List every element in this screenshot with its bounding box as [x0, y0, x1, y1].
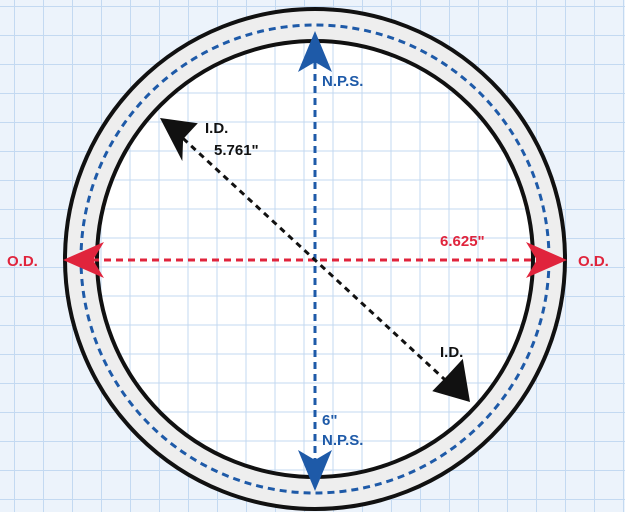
od-left-arrowhead — [63, 242, 104, 278]
id-top-arrowhead — [160, 118, 198, 162]
nps-top-label: N.P.S. — [322, 73, 363, 90]
od-right-arrowhead — [526, 242, 567, 278]
nps-bottom-label: N.P.S. — [322, 432, 363, 449]
nps-bottom-arrowhead — [298, 450, 332, 491]
id-value-label: 5.761" — [214, 142, 259, 159]
od-right-label: O.D. — [578, 253, 609, 270]
id-dimension-line — [173, 129, 457, 391]
nps-bottom-value-label: 6" — [322, 412, 337, 429]
id-bottom-arrowhead — [432, 358, 470, 402]
id-top-label: I.D. — [205, 120, 228, 137]
nps-top-arrowhead — [298, 31, 332, 72]
od-left-label: O.D. — [7, 253, 38, 270]
od-value-label: 6.625" — [440, 233, 485, 250]
id-bottom-label: I.D. — [440, 344, 463, 361]
